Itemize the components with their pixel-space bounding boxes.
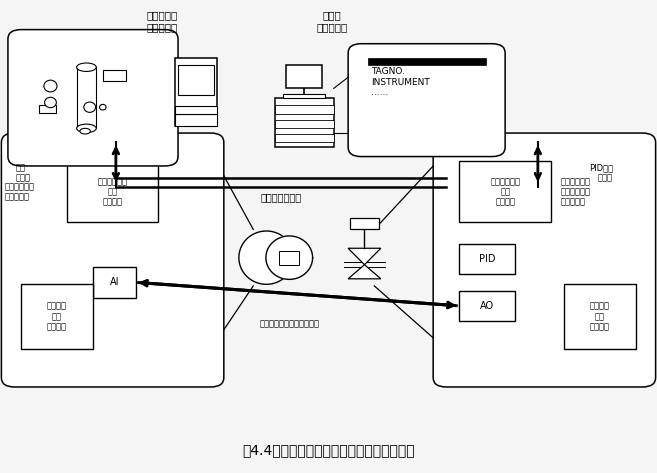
Bar (564, 283, 636, 350)
Ellipse shape (77, 124, 97, 132)
Bar (93, 267, 135, 298)
Bar (275, 120, 334, 128)
Bar (350, 218, 379, 229)
Bar (67, 161, 158, 222)
Bar (175, 58, 217, 126)
Bar (178, 65, 214, 96)
Ellipse shape (99, 105, 106, 110)
Text: ハードウェア
情報
ブロック: ハードウェア 情報 ブロック (490, 177, 520, 207)
Polygon shape (266, 236, 313, 280)
Bar (39, 105, 56, 113)
Text: TAGNO.
INSTRUMENT
......: TAGNO. INSTRUMENT ...... (371, 67, 430, 97)
Text: 保守用
コンソール: 保守用 コンソール (316, 10, 348, 32)
Polygon shape (348, 248, 381, 265)
Bar (368, 58, 486, 65)
Text: フィールドの
管理・保全の
ための通信: フィールドの 管理・保全の ための通信 (560, 177, 591, 207)
Bar (286, 65, 322, 88)
Bar (77, 67, 97, 128)
Text: オペレータ
コンソール: オペレータ コンソール (146, 10, 177, 32)
Text: AI: AI (110, 277, 119, 287)
Polygon shape (348, 265, 381, 279)
Text: フィールドバス: フィールドバス (261, 192, 302, 202)
Text: PID: PID (479, 254, 495, 264)
Bar (459, 161, 551, 222)
Text: AO: AO (480, 301, 494, 311)
Ellipse shape (80, 128, 91, 134)
Bar (175, 114, 217, 126)
Bar (175, 106, 217, 114)
Text: PID付き
調節弁: PID付き 調節弁 (589, 163, 613, 183)
Polygon shape (239, 231, 294, 284)
Bar (275, 134, 334, 142)
FancyBboxPatch shape (1, 133, 224, 387)
Text: 図4.4　フィールドバス上のいろいろな通信: 図4.4 フィールドバス上のいろいろな通信 (242, 444, 415, 457)
Bar (283, 94, 325, 98)
Bar (275, 98, 334, 147)
Ellipse shape (84, 102, 96, 113)
FancyBboxPatch shape (348, 44, 505, 157)
Text: 監視・操作の
ための通信: 監視・操作の ための通信 (5, 182, 35, 201)
FancyBboxPatch shape (8, 30, 178, 166)
Bar (279, 251, 299, 265)
Text: 分散制御のための周期通信: 分散制御のための周期通信 (260, 319, 320, 328)
Text: 入力信号
変換
ブロック: 入力信号 変換 ブロック (590, 302, 610, 332)
Bar (275, 105, 334, 114)
Ellipse shape (44, 80, 57, 92)
FancyBboxPatch shape (433, 133, 656, 387)
Text: 入力信号
変換
ブロック: 入力信号 変換 ブロック (47, 302, 67, 332)
Ellipse shape (77, 63, 97, 71)
Text: ハードウェア
情報
ブロック: ハードウェア 情報 ブロック (98, 177, 127, 207)
Ellipse shape (45, 97, 57, 108)
Text: 流量
伝送器: 流量 伝送器 (16, 163, 31, 183)
Bar (102, 70, 125, 81)
Bar (459, 244, 515, 274)
Bar (21, 283, 93, 350)
Bar (459, 290, 515, 321)
